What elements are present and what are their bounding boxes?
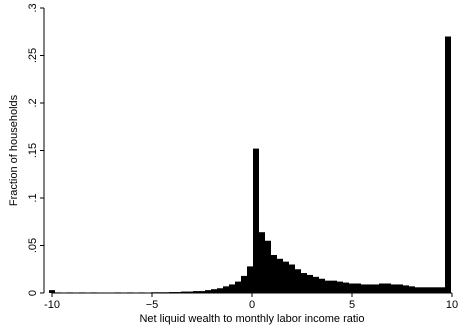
x-tick-label: 5	[349, 299, 355, 311]
histogram-bar	[235, 281, 241, 293]
y-tick-label: .2	[27, 98, 39, 107]
x-tick-label: 0	[249, 299, 255, 311]
histogram-bar	[355, 283, 361, 293]
y-tick-label: .25	[27, 48, 39, 63]
histogram-bar	[331, 280, 337, 293]
bars-layer	[49, 36, 451, 293]
histogram-bar	[415, 287, 421, 293]
histogram-bar	[301, 273, 307, 293]
histogram-bar	[403, 285, 409, 293]
histogram-bar	[397, 284, 403, 293]
histogram-bar	[205, 290, 211, 293]
y-ticks: 0 .05 .1 .15 .2 .25 .3	[27, 3, 44, 296]
histogram-bar	[283, 261, 289, 293]
histogram-bar	[427, 287, 433, 293]
histogram-bar	[211, 289, 217, 293]
histogram-bar	[319, 278, 325, 293]
histogram-bar	[367, 284, 373, 293]
histogram-bar	[265, 240, 271, 293]
histogram-bar	[313, 276, 319, 293]
x-tick-label: -10	[44, 299, 60, 311]
histogram-bar	[391, 284, 397, 293]
histogram-bar	[181, 291, 187, 293]
histogram-bar	[385, 283, 391, 293]
histogram-bar	[253, 148, 259, 293]
histogram-bar	[337, 281, 343, 293]
histogram-bar	[193, 291, 199, 293]
histogram-bar	[259, 232, 265, 293]
histogram-bar	[325, 280, 331, 293]
histogram-bar	[49, 290, 55, 293]
histogram-bar	[229, 284, 235, 293]
histogram-bar	[433, 287, 439, 293]
axes-layer	[43, 8, 452, 294]
y-axis-title: Fraction of households	[8, 94, 20, 206]
histogram-bar	[247, 266, 253, 293]
x-axis-title: Net liquid wealth to monthly labor incom…	[139, 313, 364, 325]
histogram-bar	[445, 36, 451, 293]
x-tick-label: 10	[446, 299, 458, 311]
y-tick-label: .15	[27, 143, 39, 158]
histogram-bar	[289, 264, 295, 293]
x-ticks: -10 −5 0 5 10	[44, 293, 458, 311]
histogram-bar	[199, 291, 205, 293]
histogram-bar	[187, 291, 193, 293]
histogram-bar	[277, 258, 283, 293]
histogram-bar	[361, 284, 367, 293]
histogram-bar	[373, 284, 379, 293]
x-tick-label: −5	[146, 299, 159, 311]
histogram-bar	[421, 287, 427, 293]
histogram-bar	[349, 283, 355, 293]
y-tick-label: .1	[27, 193, 39, 202]
histogram-bar	[241, 275, 247, 293]
histogram-bar	[343, 282, 349, 293]
y-tick-label: .05	[27, 238, 39, 253]
histogram-bar	[295, 269, 301, 293]
histogram-bar	[307, 274, 313, 293]
y-tick-label: 0	[27, 290, 39, 296]
y-tick-label: .3	[27, 3, 39, 12]
histogram-bar	[439, 287, 445, 293]
histogram-bar	[223, 286, 229, 293]
histogram-bar	[217, 288, 223, 293]
histogram-bar	[271, 255, 277, 293]
histogram-bar	[409, 286, 415, 293]
histogram-bar	[379, 283, 385, 293]
